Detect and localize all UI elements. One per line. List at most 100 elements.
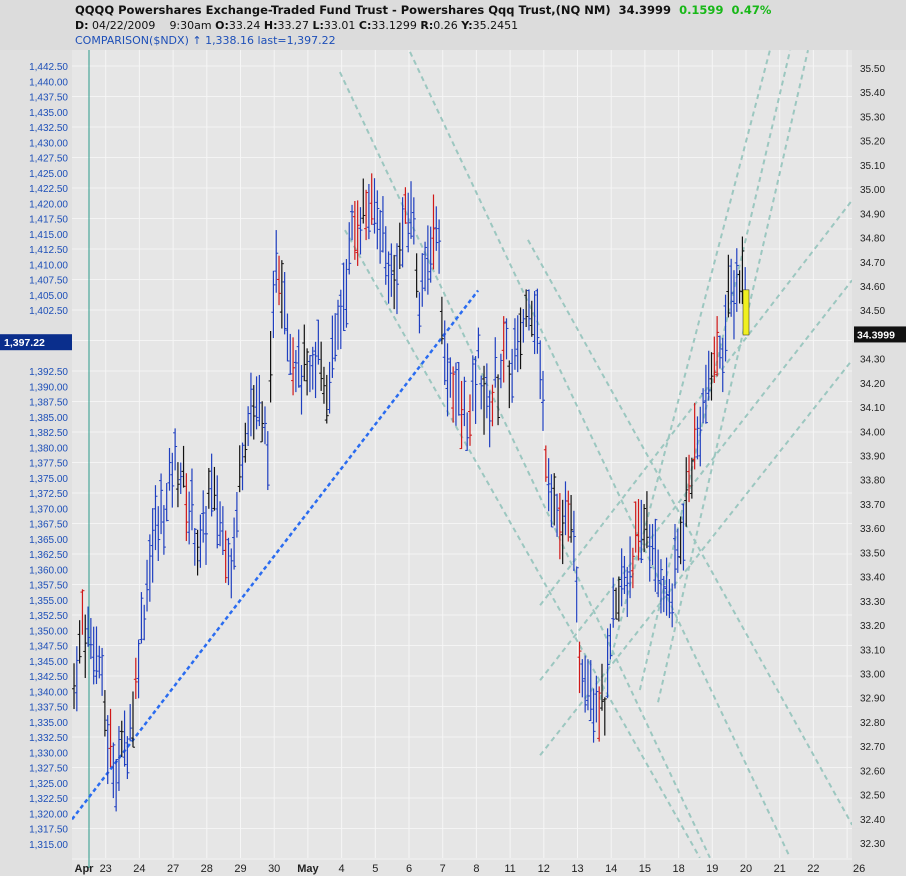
right-tick-label: 35.50 [860, 64, 885, 75]
x-tick-label: 26 [853, 863, 865, 875]
left-tick-label: 1,392.50 [29, 367, 68, 378]
x-tick-label: 12 [538, 863, 550, 875]
x-tick-label: 13 [571, 863, 583, 875]
left-tick-label: 1,382.50 [29, 428, 68, 439]
channel-line [539, 359, 852, 756]
left-tick-label: 1,322.50 [29, 794, 68, 805]
left-tick-label: 1,410.00 [29, 260, 68, 271]
x-tick-label: 24 [133, 863, 145, 875]
left-tick-label: 1,432.50 [29, 123, 68, 134]
x-tick-label: 15 [639, 863, 651, 875]
channel-line [339, 71, 711, 858]
left-tick-label: 1,325.00 [29, 779, 68, 790]
right-tick-label: 35.10 [860, 161, 885, 172]
left-tick-label: 1,317.50 [29, 825, 68, 836]
change: 0.1599 [679, 3, 724, 17]
left-tick-label: 1,347.50 [29, 642, 68, 653]
trend-line [72, 289, 480, 821]
right-price-tag [854, 326, 906, 343]
channel-line [539, 279, 852, 681]
x-tick-label: 14 [605, 863, 617, 875]
right-tick-label: 34.10 [860, 403, 885, 414]
left-tick-label: 1,327.50 [29, 764, 68, 775]
x-tick-label: 20 [740, 863, 752, 875]
left-price-tag-label: 1,397.22 [4, 337, 45, 349]
channel-line [599, 50, 771, 701]
left-tick-label: 1,330.00 [29, 748, 68, 759]
ohlc-readout: D: 04/22/2009 9:30am O:33.24 H:33.27 L:3… [75, 19, 519, 32]
right-tick-label: 32.50 [860, 791, 885, 802]
x-tick-label: 5 [372, 863, 378, 875]
right-tick-label: 33.70 [860, 500, 885, 511]
x-tick-label: Apr [75, 863, 95, 875]
left-price-tag [0, 334, 72, 351]
right-tick-label: 33.30 [860, 597, 885, 608]
left-axis-panel [0, 50, 72, 876]
right-tick-label: 32.80 [860, 718, 885, 729]
plot-area [72, 50, 852, 858]
left-tick-label: 1,405.00 [29, 291, 68, 302]
comparison-readout: COMPARISON($NDX) ↑ 1,338.16 last=1,397.2… [75, 34, 336, 47]
left-tick-label: 1,377.50 [29, 459, 68, 470]
left-tick-label: 1,320.00 [29, 809, 68, 820]
left-tick-label: 1,422.50 [29, 184, 68, 195]
x-tick-label: 18 [672, 863, 684, 875]
right-tick-label: 33.50 [860, 548, 885, 559]
left-tick-label: 1,407.50 [29, 276, 68, 287]
left-tick-label: 1,367.50 [29, 520, 68, 531]
right-tick-label: 33.00 [860, 670, 885, 681]
channel-line [409, 51, 792, 858]
left-tick-label: 1,375.00 [29, 474, 68, 485]
x-tick-label: 11 [504, 863, 515, 875]
channel-line [527, 239, 852, 826]
right-tick-label: 34.90 [860, 209, 885, 220]
x-tick-label: 27 [167, 863, 179, 875]
left-tick-label: 1,435.00 [29, 108, 68, 119]
left-tick-label: 1,350.00 [29, 626, 68, 637]
right-tick-label: 35.00 [860, 185, 885, 196]
right-tick-label: 34.20 [860, 379, 885, 390]
left-tick-label: 1,362.50 [29, 550, 68, 561]
left-tick-label: 1,357.50 [29, 581, 68, 592]
plot-layer [72, 50, 852, 858]
left-tick-label: 1,337.50 [29, 703, 68, 714]
right-tick-label: 33.90 [860, 452, 885, 463]
right-tick-label: 33.60 [860, 524, 885, 535]
x-tick-label: May [297, 863, 319, 875]
right-tick-label: 32.60 [860, 766, 885, 777]
left-tick-label: 1,390.00 [29, 382, 68, 393]
left-tick-label: 1,372.50 [29, 489, 68, 500]
change-pct: 0.47% [731, 3, 772, 17]
right-tick-label: 32.90 [860, 694, 885, 705]
x-tick-label: 4 [339, 863, 345, 875]
left-tick-label: 1,402.50 [29, 306, 68, 317]
channel-line [344, 229, 701, 858]
left-tick-label: 1,332.50 [29, 733, 68, 744]
right-tick-label: 35.30 [860, 112, 885, 123]
left-tick-label: 1,360.00 [29, 565, 68, 576]
right-tick-label: 35.20 [860, 137, 885, 148]
right-tick-label: 33.20 [860, 621, 885, 632]
right-tick-label: 34.60 [860, 282, 885, 293]
x-tick-label: 21 [774, 863, 786, 875]
left-tick-label: 1,340.00 [29, 687, 68, 698]
x-tick-label: 22 [807, 863, 819, 875]
right-tick-label: 34.50 [860, 306, 885, 317]
left-tick-label: 1,352.50 [29, 611, 68, 622]
x-tick-label: 28 [201, 863, 213, 875]
left-tick-label: 1,365.00 [29, 535, 68, 546]
left-tick-label: 1,412.50 [29, 245, 68, 256]
left-tick-label: 1,342.50 [29, 672, 68, 683]
right-tick-label: 33.80 [860, 476, 885, 487]
x-tick-label: 19 [706, 863, 718, 875]
chart-header: QQQQ Powershares Exchange-Traded Fund Tr… [0, 0, 906, 50]
left-tick-label: 1,440.00 [29, 77, 68, 88]
left-tick-label: 1,415.00 [29, 230, 68, 241]
x-tick-label: 6 [406, 863, 412, 875]
right-tick-label: 33.10 [860, 645, 885, 656]
right-tick-label: 34.80 [860, 234, 885, 245]
left-tick-label: 1,417.50 [29, 215, 68, 226]
left-tick-label: 1,430.00 [29, 138, 68, 149]
left-tick-label: 1,437.50 [29, 93, 68, 104]
